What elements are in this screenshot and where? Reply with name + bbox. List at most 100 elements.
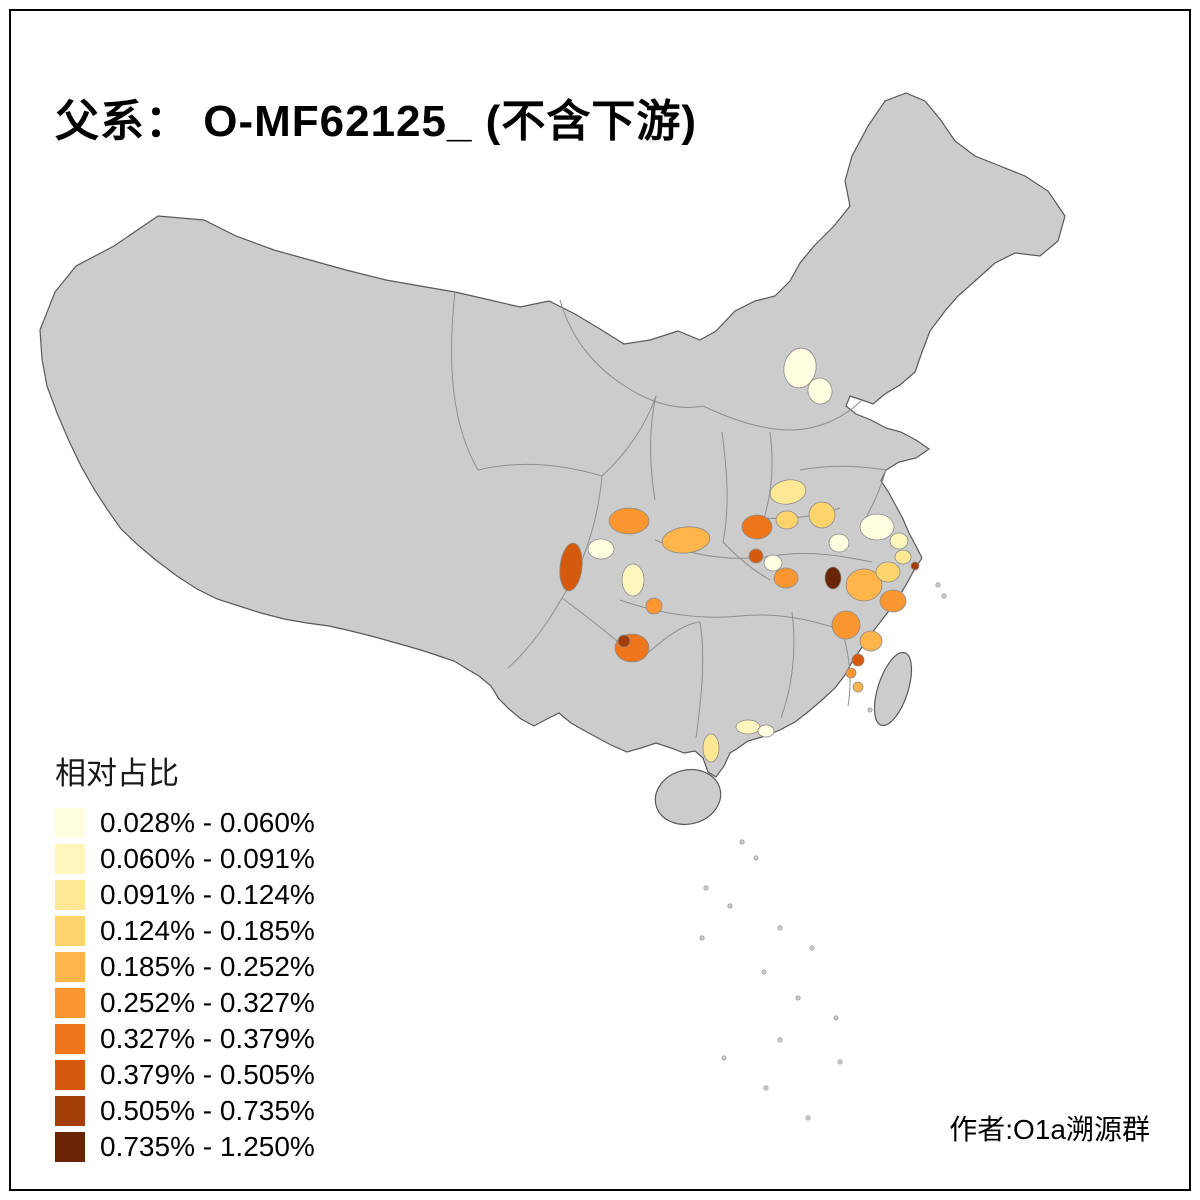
legend-swatch — [55, 844, 85, 874]
legend-label: 0.252% - 0.327% — [100, 987, 315, 1018]
legend-row: 0.327% - 0.379% — [55, 1021, 315, 1057]
legend-row: 0.379% - 0.505% — [55, 1057, 315, 1093]
map-region — [559, 542, 583, 592]
map-region — [859, 630, 883, 652]
legend-row: 0.028% - 0.060% — [55, 805, 315, 841]
legend-swatch — [55, 1060, 85, 1090]
legend-swatch — [55, 1132, 85, 1162]
taiwan-island — [873, 651, 913, 727]
island-dot — [867, 707, 873, 713]
legend-swatch — [55, 1096, 85, 1126]
island-dot — [809, 945, 815, 951]
map-region — [894, 549, 912, 565]
map-region — [910, 561, 920, 571]
island-dot — [805, 1115, 811, 1121]
province-border — [650, 395, 657, 501]
legend-label: 0.124% - 0.185% — [100, 915, 315, 946]
legend-row: 0.091% - 0.124% — [55, 877, 315, 913]
map-region — [617, 634, 631, 648]
province-border — [559, 299, 704, 408]
legend-label: 0.327% - 0.379% — [100, 1023, 315, 1054]
legend: 相对占比 0.028% - 0.060% 0.060% - 0.091% 0.091… — [55, 748, 315, 1165]
legend-rows: 0.028% - 0.060% 0.060% - 0.091% 0.091% - 0… — [55, 805, 315, 1165]
legend-label: 0.060% - 0.091% — [100, 843, 315, 874]
legend-row: 0.735% - 1.250% — [55, 1129, 315, 1165]
island-dot — [795, 995, 801, 1001]
map-region — [702, 733, 720, 763]
legend-row: 0.505% - 0.735% — [55, 1093, 315, 1129]
island-dot — [699, 935, 705, 941]
map-region — [775, 510, 799, 530]
page-title: 父系： O-MF62125_ (不含下游) — [55, 97, 697, 147]
map-region — [741, 514, 773, 540]
legend-swatch — [55, 916, 85, 946]
map-region — [852, 681, 864, 693]
legend-row: 0.252% - 0.327% — [55, 985, 315, 1021]
island-dot — [763, 1085, 769, 1091]
island-dot — [753, 855, 759, 861]
legend-swatch — [55, 1024, 85, 1054]
map-region — [783, 347, 817, 389]
province-border — [507, 475, 603, 669]
province-border — [702, 399, 863, 431]
island-dot — [837, 1059, 843, 1065]
island-dot — [727, 903, 733, 909]
legend-row: 0.185% - 0.252% — [55, 949, 315, 985]
legend-label: 0.028% - 0.060% — [100, 807, 315, 838]
island-dot — [703, 885, 709, 891]
hainan-island — [654, 768, 722, 826]
map-region — [587, 538, 615, 560]
legend-label: 0.185% - 0.252% — [100, 951, 315, 982]
island-dot — [761, 969, 767, 975]
province-border — [722, 541, 771, 581]
map-region — [851, 653, 865, 667]
province-border — [601, 395, 657, 477]
map-region — [845, 667, 857, 679]
map-region — [879, 589, 907, 613]
map-region — [808, 501, 836, 529]
choropleth-regions-layer — [559, 347, 920, 763]
map-region — [769, 479, 807, 505]
legend-swatch — [55, 988, 85, 1018]
province-border — [763, 431, 773, 519]
map-region — [875, 561, 901, 583]
legend-label: 0.505% - 0.735% — [100, 1095, 315, 1126]
map-region — [608, 507, 650, 535]
legend-label: 0.735% - 1.250% — [100, 1131, 315, 1162]
map-region — [735, 719, 761, 735]
map-region — [763, 554, 783, 572]
legend-swatch — [55, 808, 85, 838]
province-border — [721, 431, 728, 543]
island-dot — [777, 1037, 783, 1043]
island-dot — [833, 1015, 839, 1021]
province-border — [799, 465, 887, 471]
province-border — [780, 611, 795, 719]
south-china-sea-islands — [699, 582, 947, 1121]
island-dot — [777, 925, 783, 931]
map-region — [831, 610, 861, 640]
legend-swatch — [55, 880, 85, 910]
map-region — [621, 563, 645, 597]
island-dot — [721, 1055, 727, 1061]
map-region — [845, 568, 883, 602]
map-region — [757, 724, 775, 738]
map-region — [859, 513, 895, 541]
province-border — [695, 621, 704, 739]
map-region — [661, 526, 711, 554]
map-region — [645, 597, 663, 615]
legend-swatch — [55, 952, 85, 982]
map-region — [828, 533, 850, 553]
mainland-china-outline — [39, 92, 1066, 778]
legend-row: 0.124% - 0.185% — [55, 913, 315, 949]
map-region — [807, 377, 833, 405]
island-dot — [739, 839, 745, 845]
island-dot — [941, 593, 947, 599]
province-border — [451, 291, 479, 471]
province-border — [477, 463, 603, 477]
map-region — [889, 532, 909, 550]
map-region — [748, 548, 764, 564]
legend-row: 0.060% - 0.091% — [55, 841, 315, 877]
legend-title: 相对占比 — [55, 756, 179, 791]
